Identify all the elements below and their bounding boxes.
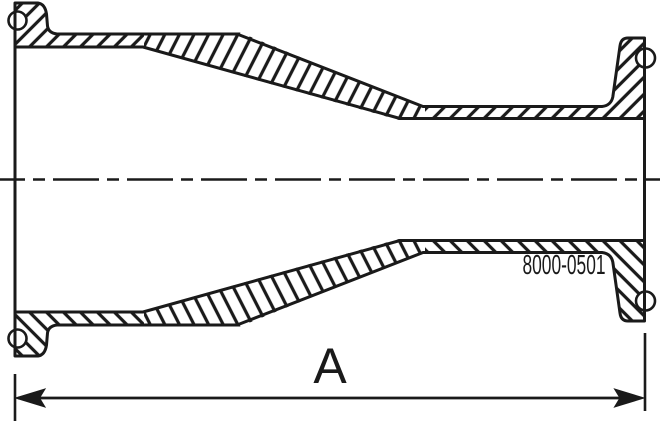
left-ferrule-groove-arc (7, 10, 28, 31)
dimension-label-a: A (313, 338, 347, 394)
dimension-arrow-left (13, 388, 47, 408)
wall-section-hatch (15, 3, 645, 119)
cone-section-hatch-lines (144, 32, 425, 120)
dimension-arrow-right (613, 388, 646, 408)
upper-body-section (7, 1, 657, 120)
part-number-label: 8000-0501 (522, 249, 606, 280)
wall-section-outline (13, 1, 646, 120)
